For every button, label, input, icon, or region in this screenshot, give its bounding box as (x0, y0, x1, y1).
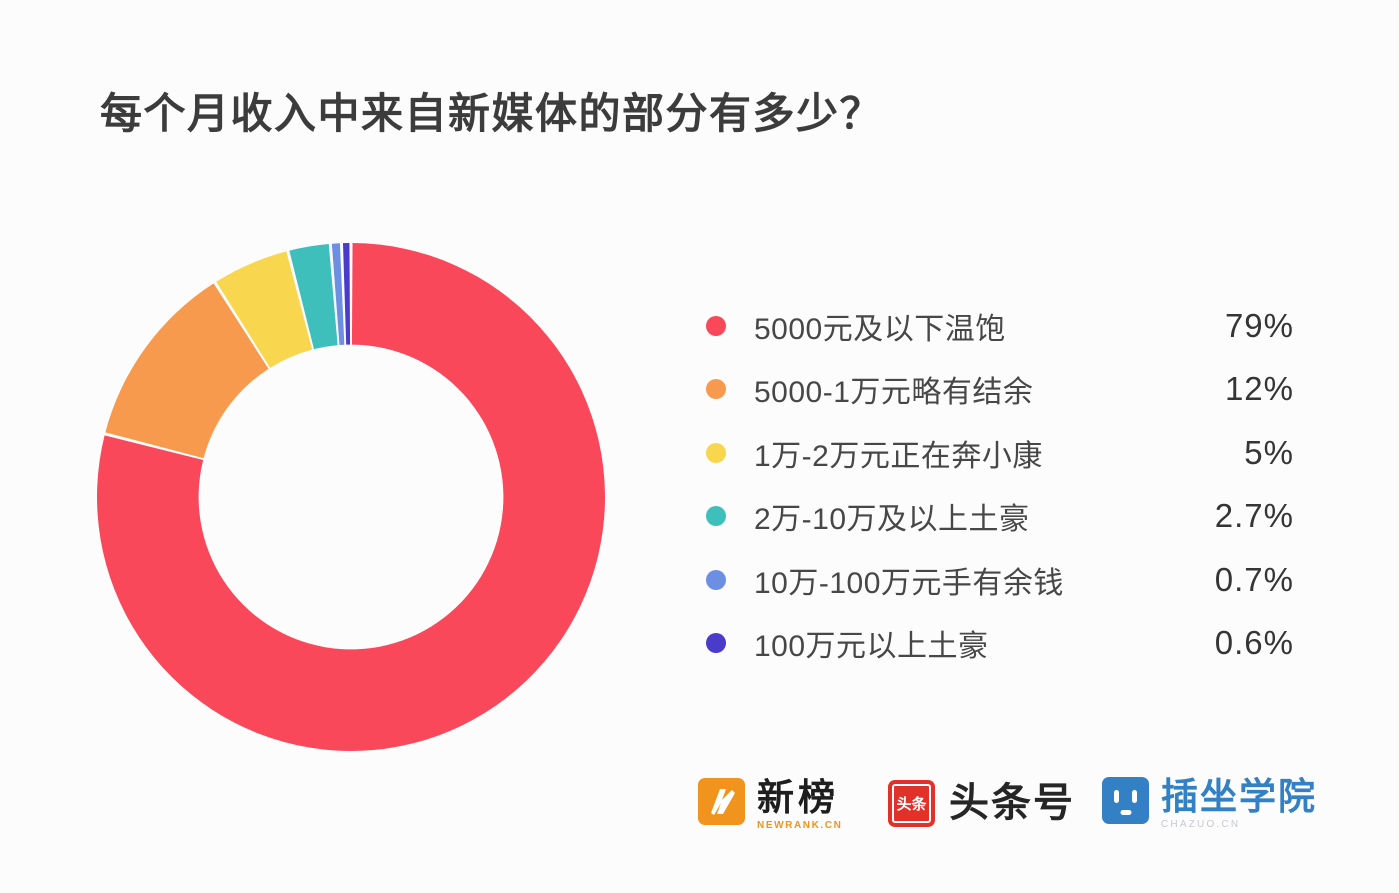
legend-color-dot-icon (706, 569, 726, 590)
donut-slice-4 (289, 243, 338, 350)
page-title: 每个月收入中来自新媒体的部分有多少？ (100, 90, 884, 137)
legend-label: 10万-100万元手有余钱 (754, 566, 1064, 600)
chazuo-logo: 插坐学院 CHAZUO.CN (1102, 777, 1317, 830)
legend-color-dot-icon (706, 506, 726, 527)
robot-mouth-icon (1120, 810, 1131, 815)
chazuo-robot-face-icon (1102, 777, 1149, 824)
legend-item: 5000-1万元略有结余 12% (706, 358, 1294, 422)
legend-value: 79% (1224, 306, 1294, 344)
donut-slice-1 (97, 243, 606, 751)
newrank-wordmark: 新榜 (757, 777, 839, 818)
donut-slice-2 (105, 283, 269, 459)
newrank-caption: NEWRANK.CN (757, 819, 843, 831)
donut-slice-5 (331, 243, 345, 346)
legend-value: 0.6% (1214, 624, 1294, 662)
legend-color-dot-icon (706, 633, 726, 654)
chazuo-caption: CHAZUO.CN (1161, 818, 1241, 830)
toutiao-logo: 头条 头条号 (888, 780, 1075, 827)
robot-eye-right-icon (1132, 790, 1137, 803)
lightning-n-icon (711, 789, 735, 815)
donut-slice-6 (342, 243, 351, 345)
toutiao-icon-text: 头条 (896, 796, 927, 813)
legend-label: 5000-1万元略有结余 (754, 376, 1034, 410)
newrank-icon (698, 778, 745, 825)
legend-value: 2.7% (1214, 497, 1294, 535)
donut-chart (97, 243, 606, 751)
legend-label: 100万元以上土豪 (754, 630, 989, 664)
legend-item: 2万-10万及以上土豪 2.7% (706, 485, 1294, 549)
newrank-logo: 新榜 NEWRANK.CN (698, 778, 842, 831)
legend-value: 0.7% (1214, 560, 1294, 598)
legend-item: 5000元及以下温饱 79% (706, 294, 1294, 358)
legend-item: 1万-2万元正在奔小康 5% (706, 421, 1294, 485)
legend-color-dot-icon (706, 315, 726, 336)
chazuo-wordmark: 插坐学院 (1161, 776, 1317, 817)
legend-label: 1万-2万元正在奔小康 (754, 439, 1043, 473)
chart-legend: 5000元及以下温饱 79% 5000-1万元略有结余 12% 1万-2万元正在… (706, 294, 1294, 675)
legend-item: 10万-100万元手有余钱 0.7% (706, 548, 1294, 612)
toutiao-icon: 头条 (888, 780, 935, 827)
toutiao-icon-frame (892, 784, 931, 823)
legend-label: 5000元及以下温饱 (754, 312, 1006, 346)
legend-item: 100万元以上土豪 0.6% (706, 612, 1294, 676)
legend-color-dot-icon (706, 379, 726, 400)
legend-value: 12% (1224, 370, 1294, 408)
legend-label: 2万-10万及以上土豪 (754, 503, 1030, 537)
legend-value: 5% (1244, 433, 1294, 471)
legend-color-dot-icon (706, 442, 726, 463)
toutiao-wordmark: 头条号 (949, 781, 1075, 825)
donut-slice-3 (216, 251, 313, 368)
robot-eye-left-icon (1114, 790, 1119, 803)
